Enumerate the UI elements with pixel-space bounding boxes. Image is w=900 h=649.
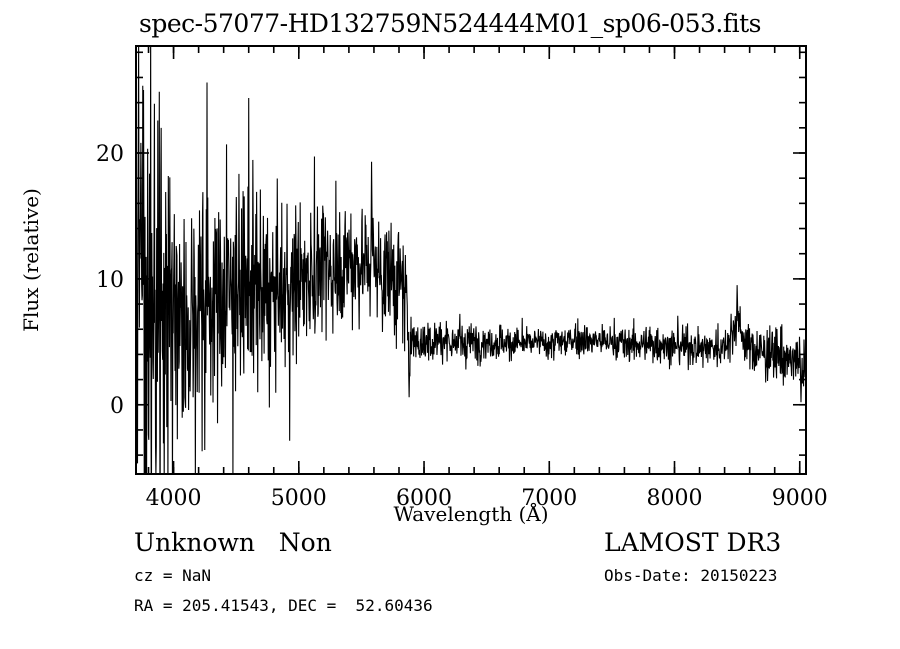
x-tick-label: 6000 — [396, 486, 452, 511]
x-tick-label: 5000 — [271, 486, 327, 511]
y-axis-title: Flux (relative) — [19, 188, 43, 332]
y-tick-label: 10 — [96, 268, 124, 293]
y-tick-label: 0 — [110, 394, 124, 419]
observation-date: Obs-Date: 20150223 — [604, 566, 778, 585]
x-tick-label: 7000 — [521, 486, 577, 511]
x-tick-label: 8000 — [647, 486, 703, 511]
x-tick-label: 4000 — [146, 486, 202, 511]
cz-value: cz = NaN — [134, 566, 212, 585]
x-axis-title: Wavelength (Å) — [393, 501, 548, 526]
x-tick-label: 9000 — [772, 486, 828, 511]
coordinates-value: RA = 205.41543, DEC = 52.60436 — [134, 596, 433, 615]
survey-name: LAMOST DR3 — [604, 528, 782, 557]
y-tick-label: 20 — [96, 142, 124, 167]
spectrum-trace — [137, 47, 805, 473]
object-classification: Unknown Non — [134, 528, 332, 557]
axis-frame — [135, 45, 807, 475]
axis-tick-labels: 4000 5000 6000 7000 8000 9000 0 10 20 — [96, 142, 828, 511]
page-title: spec-57077-HD132759N524444M01_sp06-053.f… — [139, 9, 761, 38]
footer-info: Unknown Non cz = NaN RA = 205.41543, DEC… — [0, 528, 900, 649]
